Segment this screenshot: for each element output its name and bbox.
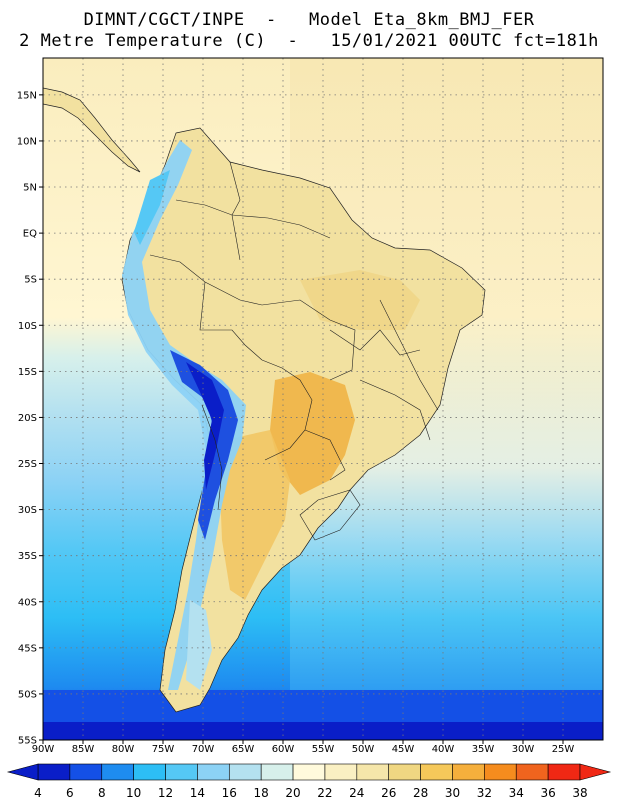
lon-label: 85W xyxy=(72,744,95,755)
lat-label: 55S xyxy=(18,736,37,747)
lat-label: 10S xyxy=(18,321,37,332)
map-field xyxy=(43,58,603,740)
colorbar-label: 10 xyxy=(126,786,141,800)
lon-label: 70W xyxy=(192,744,215,755)
colorbar-label: 12 xyxy=(158,786,173,800)
colorbar-label: 36 xyxy=(540,786,555,800)
colorbar-high-arrow xyxy=(579,763,612,781)
lat-label: 15N xyxy=(17,90,37,101)
colorbar-label: 6 xyxy=(66,786,74,800)
lat-label: EQ xyxy=(23,229,37,240)
colorbar-swatch xyxy=(69,763,103,781)
colorbar-swatch xyxy=(228,763,262,781)
colorbar-label: 28 xyxy=(413,786,428,800)
lat-label: 30S xyxy=(18,505,37,516)
colorbar-swatch xyxy=(292,763,326,781)
colorbar-swatch xyxy=(515,763,549,781)
colorbar-swatch xyxy=(197,763,230,781)
lat-label: 15S xyxy=(18,367,37,378)
colorbar-label: 14 xyxy=(190,786,205,800)
lon-label: 40W xyxy=(432,744,455,755)
colorbar-label: 30 xyxy=(445,786,460,800)
lat-label: 50S xyxy=(18,689,37,700)
lat-label: 20S xyxy=(18,413,37,424)
lon-label: 50W xyxy=(352,744,375,755)
lon-label: 80W xyxy=(112,744,135,755)
lat-label: 25S xyxy=(18,459,37,470)
colorbar-swatch xyxy=(356,763,390,781)
colorbar-label: 38 xyxy=(572,786,587,800)
warm-region-argentina xyxy=(220,430,290,600)
warm-region-interior xyxy=(270,372,355,495)
lon-label: 75W xyxy=(152,744,175,755)
colorbar-label: 22 xyxy=(317,786,332,800)
colorbar-swatch xyxy=(260,763,294,781)
map-title-line1: DIMNT/CGCT/INPE - Model Eta_8km_BMJ_FER xyxy=(83,10,535,30)
colorbar-label: 18 xyxy=(254,786,269,800)
lon-label: 25W xyxy=(552,744,575,755)
lat-label: 5N xyxy=(23,183,37,194)
graticule xyxy=(43,58,603,740)
central-america-land xyxy=(43,87,141,173)
longitude-labels: 90W 85W 80W 75W 70W 65W 60W 55W 50W 45W 40W 35W 30W 2… xyxy=(32,744,575,755)
colorbar-label: 24 xyxy=(349,786,364,800)
colorbar-swatch xyxy=(452,763,485,781)
colorbar xyxy=(6,763,612,781)
latitude-labels: 15N 10N 5N EQ 5S 10S 15S 20S 25S 30S 35S 40S 45S 50S 5… xyxy=(17,90,37,746)
lon-label: 90W xyxy=(32,744,55,755)
colorbar-swatch xyxy=(324,763,358,781)
colorbar-label: 34 xyxy=(509,786,524,800)
colorbar-swatch xyxy=(165,763,198,781)
colorbar-labels: 4 6 8 10 12 14 16 18 20 22 24 26 28 30 32 34 36 38 xyxy=(34,786,587,800)
lon-label: 65W xyxy=(232,744,255,755)
colorbar-swatch xyxy=(101,763,134,781)
colorbar-label: 16 xyxy=(222,786,237,800)
colorbar-swatch xyxy=(388,763,421,781)
colorbar-swatch xyxy=(547,763,581,781)
colorbar-swatch xyxy=(484,763,517,781)
colorbar-swatch xyxy=(133,763,166,781)
lon-label: 60W xyxy=(272,744,295,755)
lon-label: 55W xyxy=(312,744,335,755)
colorbar-label: 8 xyxy=(98,786,106,800)
colorbar-label: 32 xyxy=(477,786,492,800)
colorbar-swatch xyxy=(420,763,453,781)
colorbar-label: 20 xyxy=(285,786,300,800)
lon-label: 30W xyxy=(512,744,535,755)
map-title-line2: 2 Metre Temperature (C) - 15/01/2021 00U… xyxy=(19,31,599,51)
lat-label: 40S xyxy=(18,597,37,608)
country-borders xyxy=(149,161,439,541)
lat-label: 45S xyxy=(18,643,37,654)
lon-label: 35W xyxy=(472,744,495,755)
lat-label: 5S xyxy=(24,275,37,286)
colorbar-swatch xyxy=(37,763,71,781)
colorbar-low-arrow xyxy=(6,763,39,781)
lat-label: 10N xyxy=(17,136,37,147)
colorbar-label: 4 xyxy=(34,786,42,800)
axis-ticks xyxy=(39,94,564,744)
lat-label: 35S xyxy=(18,551,37,562)
colorbar-label: 26 xyxy=(381,786,396,800)
lon-label: 45W xyxy=(392,744,415,755)
